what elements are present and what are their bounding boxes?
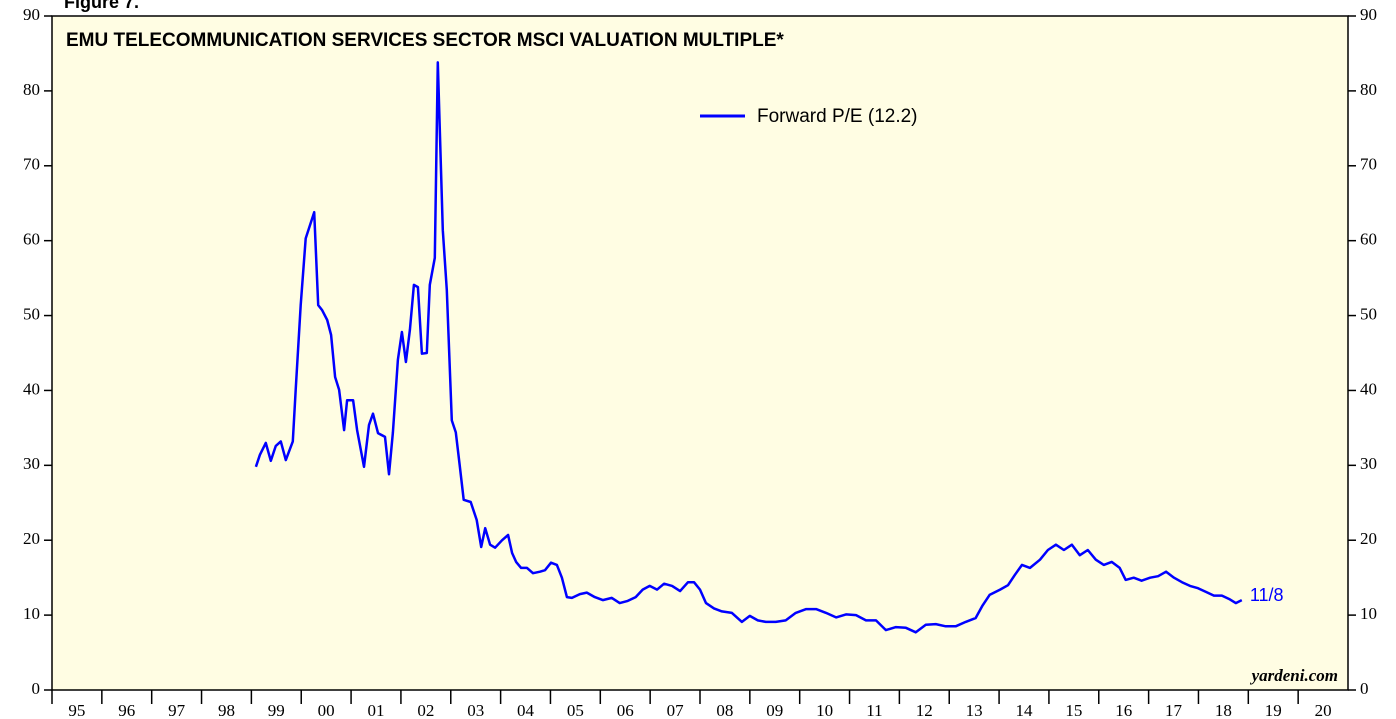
x-tick-label: 19: [1265, 701, 1282, 719]
x-tick-label: 98: [218, 701, 235, 719]
y-tick-label: 60: [23, 230, 40, 249]
y-tick-label: 40: [23, 379, 40, 398]
y2-tick-label: 20: [1360, 529, 1377, 548]
x-tick-label: 02: [417, 701, 434, 719]
x-tick-label: 97: [168, 701, 186, 719]
y2-tick-label: 60: [1360, 230, 1377, 249]
x-tick-label: 17: [1165, 701, 1183, 719]
y2-tick-label: 0: [1360, 679, 1369, 698]
x-tick-label: 13: [966, 701, 983, 719]
y2-tick-label: 50: [1360, 304, 1377, 323]
x-tick-label: 04: [517, 701, 535, 719]
legend-label: Forward P/E (12.2): [757, 106, 918, 127]
y2-tick-label: 10: [1360, 604, 1377, 623]
x-tick-label: 12: [916, 701, 933, 719]
x-tick-label: 05: [567, 701, 584, 719]
x-tick-label: 20: [1315, 701, 1332, 719]
x-tick-label: 11: [866, 701, 882, 719]
x-tick-label: 09: [766, 701, 783, 719]
y-tick-label: 0: [32, 679, 41, 698]
figure-label: Figure 7.: [64, 0, 139, 12]
x-tick-label: 06: [617, 701, 634, 719]
y-tick-label: 50: [23, 304, 40, 323]
y2-tick-label: 80: [1360, 80, 1377, 99]
x-tick-label: 14: [1016, 701, 1034, 719]
x-tick-label: 08: [716, 701, 733, 719]
x-tick-label: 16: [1115, 701, 1132, 719]
x-tick-label: 15: [1065, 701, 1082, 719]
y2-tick-label: 90: [1360, 5, 1377, 24]
x-tick-label: 00: [318, 701, 335, 719]
y2-tick-label: 30: [1360, 454, 1377, 473]
x-tick-label: 95: [68, 701, 85, 719]
x-tick-label: 03: [467, 701, 484, 719]
end-label: 11/8: [1250, 585, 1284, 605]
x-tick-label: 99: [268, 701, 285, 719]
y2-tick-label: 40: [1360, 379, 1377, 398]
series-line: [254, 61, 1243, 634]
y-tick-label: 10: [23, 604, 40, 623]
x-tick-label: 18: [1215, 701, 1232, 719]
x-tick-label: 96: [118, 701, 135, 719]
y-tick-label: 30: [23, 454, 40, 473]
chart-title: EMU TELECOMMUNICATION SERVICES SECTOR MS…: [66, 30, 784, 51]
source: yardeni.com: [1250, 666, 1338, 685]
y-tick-label: 20: [23, 529, 40, 548]
y2-tick-label: 70: [1360, 155, 1377, 174]
x-tick-label: 01: [368, 701, 385, 719]
x-tick-label: 10: [816, 701, 833, 719]
y-tick-label: 80: [23, 80, 40, 99]
x-tick-label: 07: [667, 701, 685, 719]
y-tick-label: 70: [23, 155, 40, 174]
y-tick-label: 90: [23, 5, 40, 24]
